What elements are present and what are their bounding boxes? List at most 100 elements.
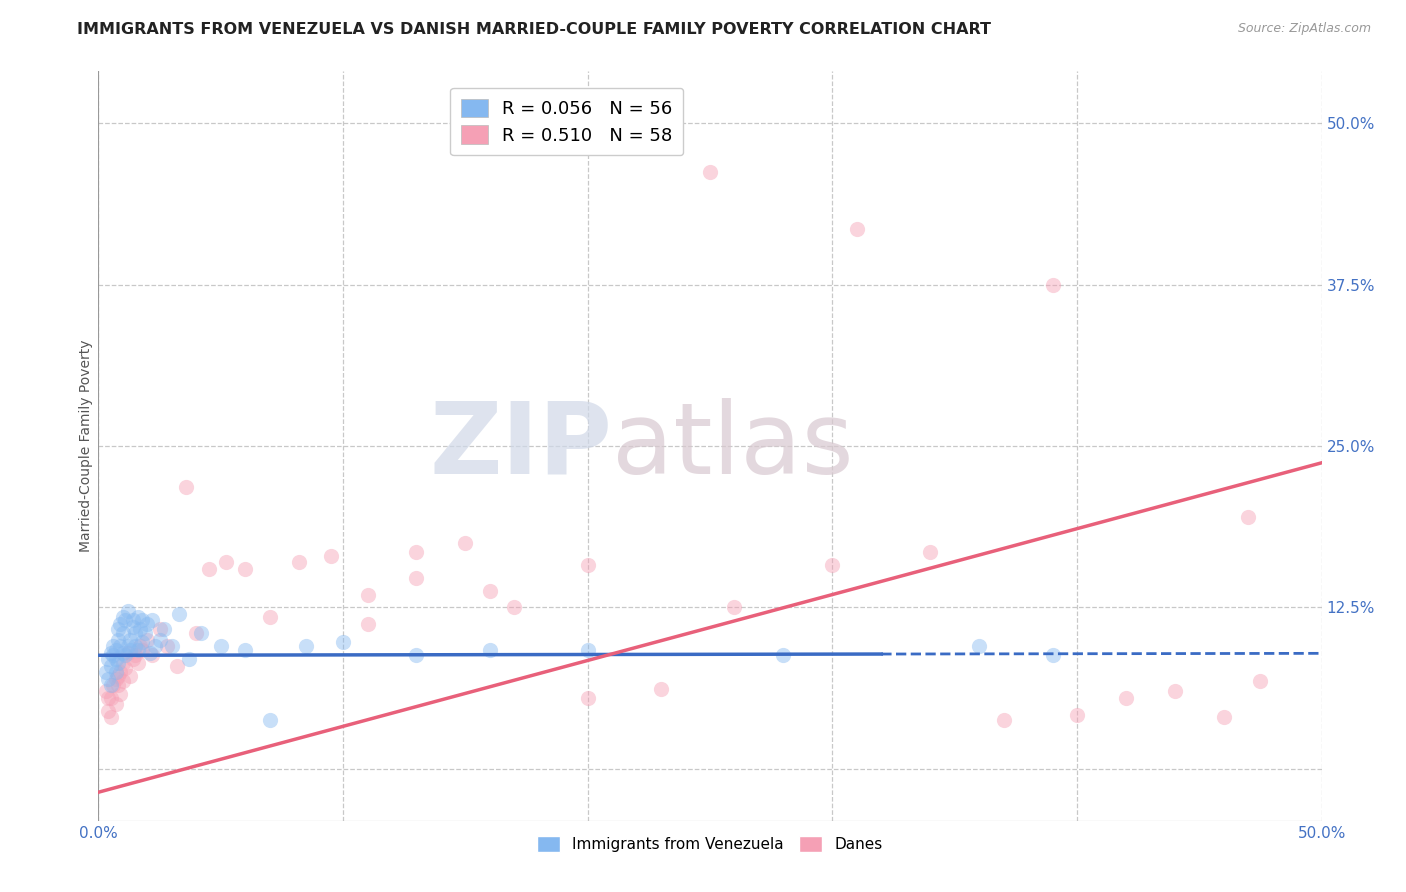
Point	[117, 646, 139, 660]
Point	[197, 562, 219, 576]
Point	[107, 678, 129, 692]
Text: Source: ZipAtlas.com: Source: ZipAtlas.com	[1237, 22, 1371, 36]
Point	[120, 643, 142, 657]
Point	[156, 639, 179, 653]
Point	[920, 545, 942, 559]
Point	[127, 609, 149, 624]
Point	[111, 656, 134, 670]
Point	[209, 639, 232, 653]
Point	[153, 623, 176, 637]
Point	[114, 648, 136, 663]
Point	[405, 571, 427, 585]
Point	[166, 658, 188, 673]
Point	[100, 710, 122, 724]
Point	[97, 690, 120, 705]
Point	[104, 698, 127, 712]
Point	[107, 656, 129, 670]
Text: ZIP: ZIP	[429, 398, 612, 494]
Point	[117, 639, 139, 653]
Point	[1042, 648, 1064, 663]
Point	[110, 687, 132, 701]
Point	[478, 643, 501, 657]
Point	[503, 600, 526, 615]
Point	[124, 626, 146, 640]
Point	[295, 639, 318, 653]
Point	[120, 632, 142, 647]
Point	[190, 626, 212, 640]
Point	[121, 652, 143, 666]
Point	[141, 648, 163, 663]
Point	[111, 674, 134, 689]
Point	[129, 623, 152, 637]
Point	[127, 656, 149, 670]
Point	[405, 648, 427, 663]
Point	[136, 632, 159, 647]
Point	[120, 669, 142, 683]
Point	[111, 609, 134, 624]
Point	[104, 652, 127, 666]
Point	[259, 713, 281, 727]
Point	[104, 665, 127, 679]
Point	[127, 643, 149, 657]
Point	[259, 609, 281, 624]
Point	[114, 614, 136, 628]
Point	[1237, 510, 1260, 524]
Point	[1066, 707, 1088, 722]
Point	[97, 652, 120, 666]
Point	[821, 558, 844, 572]
Text: IMMIGRANTS FROM VENEZUELA VS DANISH MARRIED-COUPLE FAMILY POVERTY CORRELATION CH: IMMIGRANTS FROM VENEZUELA VS DANISH MARR…	[77, 22, 991, 37]
Point	[94, 665, 117, 679]
Point	[845, 222, 868, 236]
Point	[356, 588, 378, 602]
Point	[107, 623, 129, 637]
Point	[454, 536, 477, 550]
Point	[576, 643, 599, 657]
Point	[576, 690, 599, 705]
Point	[478, 583, 501, 598]
Point	[114, 661, 136, 675]
Point	[97, 704, 120, 718]
Point	[214, 555, 236, 569]
Point	[356, 617, 378, 632]
Point	[131, 614, 153, 628]
Point	[100, 646, 122, 660]
Point	[94, 684, 117, 698]
Point	[110, 617, 132, 632]
Point	[110, 665, 132, 679]
Point	[111, 626, 134, 640]
Point	[167, 607, 190, 621]
Point	[121, 614, 143, 628]
Point	[160, 639, 183, 653]
Point	[723, 600, 745, 615]
Point	[233, 562, 256, 576]
Point	[100, 690, 122, 705]
Text: atlas: atlas	[612, 398, 853, 494]
Point	[1212, 710, 1234, 724]
Point	[101, 639, 124, 653]
Point	[233, 643, 256, 657]
Y-axis label: Married-Couple Family Poverty: Married-Couple Family Poverty	[79, 340, 93, 552]
Point	[111, 646, 134, 660]
Point	[319, 549, 342, 563]
Point	[104, 672, 127, 686]
Point	[177, 652, 200, 666]
Point	[993, 713, 1015, 727]
Point	[1164, 684, 1187, 698]
Point	[104, 643, 127, 657]
Point	[107, 632, 129, 647]
Point	[101, 648, 124, 663]
Point	[121, 620, 143, 634]
Point	[186, 626, 208, 640]
Point	[131, 643, 153, 657]
Point	[149, 623, 172, 637]
Point	[124, 639, 146, 653]
Point	[332, 635, 354, 649]
Point	[1042, 277, 1064, 292]
Point	[136, 617, 159, 632]
Point	[141, 614, 163, 628]
Point	[143, 639, 166, 653]
Point	[772, 648, 794, 663]
Point	[134, 626, 156, 640]
Point	[149, 632, 172, 647]
Point	[117, 604, 139, 618]
